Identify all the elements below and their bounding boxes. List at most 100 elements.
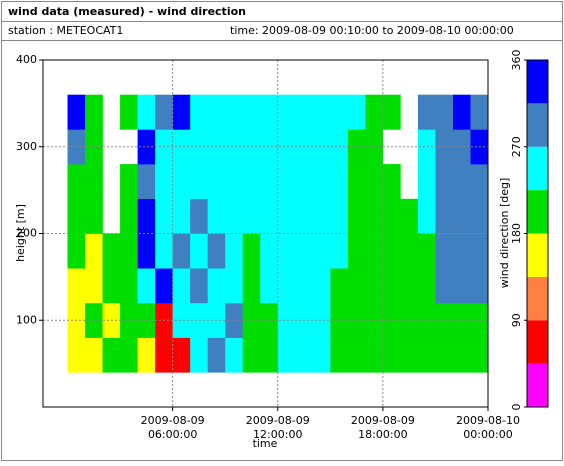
heat-cell xyxy=(417,129,436,165)
heat-cell xyxy=(172,129,191,165)
heat-cell xyxy=(452,164,471,200)
heat-cell xyxy=(277,164,296,200)
heat-cell xyxy=(85,129,103,165)
colorbar-swatch xyxy=(527,146,548,191)
heat-cell xyxy=(312,198,331,234)
heat-cell xyxy=(382,337,401,373)
heat-cell xyxy=(190,164,208,200)
heat-cell xyxy=(295,94,314,130)
heat-cell xyxy=(242,164,261,200)
heat-cell xyxy=(382,198,401,234)
colorbar-swatch xyxy=(527,276,548,321)
heat-cell xyxy=(242,233,261,269)
x-tick-label: 2009-08-10 00:00:00 xyxy=(456,414,520,441)
heat-cell xyxy=(417,337,436,373)
heat-cell xyxy=(365,164,384,200)
heat-cell xyxy=(172,164,191,200)
heat-cell xyxy=(330,164,349,200)
heat-cell xyxy=(67,94,86,130)
heat-cell xyxy=(435,198,454,234)
heat-cell xyxy=(155,233,173,269)
heat-cell xyxy=(312,129,331,165)
heat-cell xyxy=(85,337,103,373)
heat-cell xyxy=(452,268,471,304)
heat-cell xyxy=(260,164,279,200)
y-tick-label: 100 xyxy=(16,313,37,326)
heat-cell xyxy=(365,198,384,234)
heat-cell xyxy=(312,233,331,269)
chart-title: wind data (measured) - wind direction xyxy=(8,5,246,18)
heat-cell xyxy=(225,129,244,165)
heat-cell xyxy=(67,198,86,234)
heat-cell xyxy=(400,198,419,234)
heat-cell xyxy=(225,268,244,304)
heat-cell xyxy=(435,94,454,130)
heat-cell xyxy=(312,268,331,304)
heat-cell xyxy=(417,302,436,338)
heat-cell xyxy=(347,337,366,373)
heat-cell xyxy=(242,198,261,234)
heat-cell xyxy=(330,268,349,304)
heat-cell xyxy=(295,268,314,304)
heat-cell xyxy=(400,268,419,304)
colorbar-swatch xyxy=(527,363,548,407)
heat-cell xyxy=(365,233,384,269)
heat-cell xyxy=(312,337,331,373)
heat-cell xyxy=(137,198,156,234)
colorbar-tick-label: 90 xyxy=(510,313,523,327)
heat-cell xyxy=(190,268,208,304)
heat-cell xyxy=(260,302,279,338)
heat-cell xyxy=(120,337,138,373)
heat-cell xyxy=(435,164,454,200)
heat-cell xyxy=(67,268,86,304)
heat-cell xyxy=(330,233,349,269)
heat-cell xyxy=(365,337,384,373)
station-label: station : METEOCAT1 xyxy=(8,24,123,37)
heat-cell xyxy=(67,164,86,200)
heat-cell xyxy=(137,129,156,165)
x-tick-label: 2009-08-09 12:00:00 xyxy=(246,414,310,441)
heat-cell xyxy=(85,268,103,304)
heat-cell xyxy=(365,129,384,165)
heat-cell xyxy=(400,233,419,269)
heat-cell xyxy=(172,302,191,338)
heat-cell xyxy=(172,233,191,269)
heat-cell xyxy=(260,268,279,304)
heat-cell xyxy=(120,268,138,304)
heat-cell xyxy=(382,164,401,200)
heat-cell xyxy=(172,337,191,373)
heat-cell xyxy=(137,302,156,338)
heat-cell xyxy=(470,233,489,269)
colorbar-tick-label: 180 xyxy=(510,223,523,244)
y-tick-label: 200 xyxy=(16,227,37,240)
heat-cell xyxy=(312,164,331,200)
heat-cell xyxy=(155,164,173,200)
y-tick-label: 300 xyxy=(16,140,37,153)
heat-cell xyxy=(85,94,103,130)
heat-cell xyxy=(155,198,173,234)
heat-cell xyxy=(67,337,86,373)
heat-cell xyxy=(452,337,471,373)
heat-cell xyxy=(435,268,454,304)
heat-cell xyxy=(242,268,261,304)
x-tick-label: 2009-08-09 06:00:00 xyxy=(141,414,205,441)
heat-cell xyxy=(190,233,208,269)
heat-cell xyxy=(277,337,296,373)
heat-cell xyxy=(330,337,349,373)
heat-cell xyxy=(417,233,436,269)
heat-cell xyxy=(452,233,471,269)
heat-cell xyxy=(452,94,471,130)
heat-cell xyxy=(102,233,121,269)
heat-cell xyxy=(295,233,314,269)
heat-cell xyxy=(260,233,279,269)
heat-cell xyxy=(470,268,489,304)
heat-cell xyxy=(260,337,279,373)
colorbar-swatch xyxy=(527,60,548,104)
heat-cell xyxy=(85,302,103,338)
heat-cell xyxy=(347,164,366,200)
heat-cell xyxy=(347,268,366,304)
colorbar-tick-label: 0 xyxy=(510,404,523,411)
heat-cell xyxy=(172,198,191,234)
heat-cell xyxy=(295,164,314,200)
heat-cell xyxy=(312,94,331,130)
